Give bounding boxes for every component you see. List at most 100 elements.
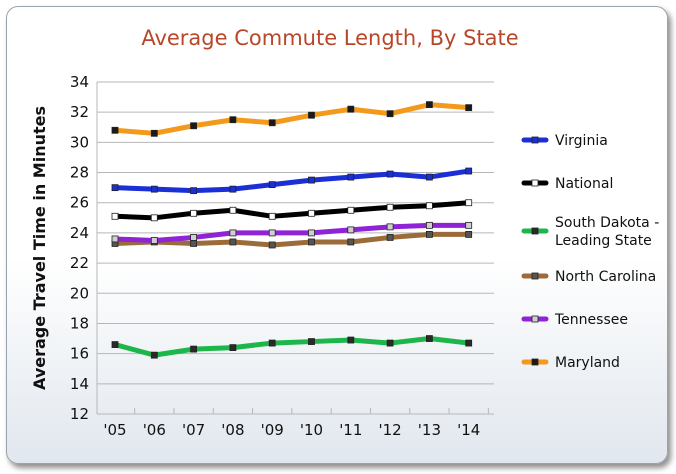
y-tick-label: 22 bbox=[70, 254, 89, 272]
data-point bbox=[465, 199, 473, 207]
data-point bbox=[347, 226, 355, 234]
data-point bbox=[386, 339, 394, 347]
data-point bbox=[308, 176, 315, 184]
data-point bbox=[465, 231, 473, 238]
y-tick-label: 30 bbox=[70, 133, 89, 151]
data-point bbox=[190, 234, 198, 241]
data-point bbox=[229, 206, 237, 214]
data-point bbox=[268, 181, 276, 189]
data-point bbox=[111, 235, 119, 243]
x-tick-label: '06 bbox=[143, 421, 166, 439]
series-line-4 bbox=[112, 222, 472, 243]
y-tick-label: 14 bbox=[70, 375, 89, 393]
data-point bbox=[308, 111, 315, 119]
x-tick-label: '14 bbox=[457, 421, 480, 439]
legend-label: North Carolina bbox=[555, 269, 656, 285]
series-line-2 bbox=[112, 336, 472, 358]
x-tick-label: '08 bbox=[221, 421, 244, 439]
legend-marker bbox=[531, 315, 539, 323]
data-point bbox=[268, 339, 276, 347]
x-tick-label: '12 bbox=[378, 421, 401, 439]
data-point bbox=[425, 173, 433, 181]
legend-marker bbox=[531, 136, 539, 144]
data-point bbox=[111, 341, 119, 348]
data-point bbox=[308, 229, 315, 237]
chart-frame: Average Commute Length, By State Average… bbox=[6, 6, 668, 464]
data-point bbox=[465, 104, 473, 112]
data-point bbox=[347, 173, 355, 181]
y-tick-label: 12 bbox=[70, 405, 89, 423]
y-tick-label: 32 bbox=[70, 103, 89, 121]
x-tick-label: '10 bbox=[300, 421, 323, 439]
series-lines bbox=[111, 101, 473, 359]
data-point bbox=[190, 345, 198, 353]
data-point bbox=[308, 338, 315, 345]
data-point bbox=[190, 209, 198, 217]
data-point bbox=[268, 212, 276, 220]
data-point bbox=[229, 185, 237, 193]
data-point bbox=[425, 221, 433, 229]
data-point bbox=[386, 110, 394, 118]
data-point bbox=[150, 351, 158, 359]
data-point bbox=[425, 101, 433, 109]
data-point bbox=[150, 237, 158, 244]
y-tick-label: 34 bbox=[70, 73, 89, 91]
data-point bbox=[425, 202, 433, 210]
data-point bbox=[150, 185, 158, 193]
y-axis-label: Average Travel Time in Minutes bbox=[30, 106, 49, 390]
x-tick-label: '07 bbox=[182, 421, 205, 439]
series-line-0 bbox=[112, 168, 472, 194]
data-point bbox=[425, 335, 433, 342]
data-point bbox=[308, 238, 315, 246]
series-line-5 bbox=[112, 102, 472, 136]
data-point bbox=[229, 229, 237, 237]
legend-label: South Dakota - bbox=[555, 215, 659, 231]
data-point bbox=[268, 119, 276, 127]
data-point bbox=[347, 238, 355, 246]
data-point bbox=[347, 336, 355, 344]
legend-label: Virginia bbox=[555, 133, 608, 149]
y-tick-label: 18 bbox=[70, 314, 89, 332]
y-tick-labels: 12 14 16 18 20 22 24 26 28 30 32 34 bbox=[70, 73, 89, 423]
y-tick-label: 28 bbox=[70, 164, 89, 182]
x-tick-label: '05 bbox=[103, 421, 126, 439]
data-point bbox=[111, 212, 119, 220]
legend-label: Tennessee bbox=[554, 312, 628, 328]
chart-title: Average Commute Length, By State bbox=[141, 26, 518, 50]
y-tick-label: 20 bbox=[70, 284, 89, 302]
legend-marker bbox=[531, 272, 539, 280]
data-point bbox=[465, 339, 473, 347]
x-tick-labels: '05 '06 '07 '08 '09 '10 '11 '12 '13 '14 bbox=[103, 421, 480, 439]
data-point bbox=[150, 129, 158, 137]
data-point bbox=[229, 344, 237, 352]
data-point bbox=[268, 229, 276, 237]
data-point bbox=[111, 184, 119, 192]
legend-label: National bbox=[555, 176, 613, 192]
data-point bbox=[465, 221, 473, 229]
series-line-3 bbox=[112, 231, 472, 248]
data-point bbox=[111, 126, 119, 134]
data-point bbox=[190, 122, 198, 130]
legend: Virginia National South Dakota - Leading St… bbox=[521, 133, 659, 371]
x-tick-label: '09 bbox=[261, 421, 284, 439]
x-tick-label: '13 bbox=[418, 421, 441, 439]
data-point bbox=[190, 187, 198, 195]
data-point bbox=[386, 203, 394, 211]
y-tick-label: 26 bbox=[70, 194, 89, 212]
data-point bbox=[347, 105, 355, 113]
line-chart: Average Commute Length, By State Average… bbox=[30, 26, 659, 439]
series-line-1 bbox=[112, 200, 472, 221]
data-point bbox=[150, 214, 158, 222]
data-point bbox=[268, 241, 276, 249]
legend-label: Leading State bbox=[555, 233, 652, 249]
legend-label: Maryland bbox=[555, 355, 620, 371]
data-point bbox=[386, 234, 394, 241]
y-tick-label: 16 bbox=[70, 345, 89, 363]
y-tick-label: 24 bbox=[70, 224, 89, 242]
legend-marker bbox=[531, 358, 539, 366]
x-tick-label: '11 bbox=[339, 421, 362, 439]
data-point bbox=[229, 116, 237, 124]
data-point bbox=[465, 167, 473, 175]
data-point bbox=[229, 238, 237, 246]
legend-marker bbox=[531, 179, 539, 187]
